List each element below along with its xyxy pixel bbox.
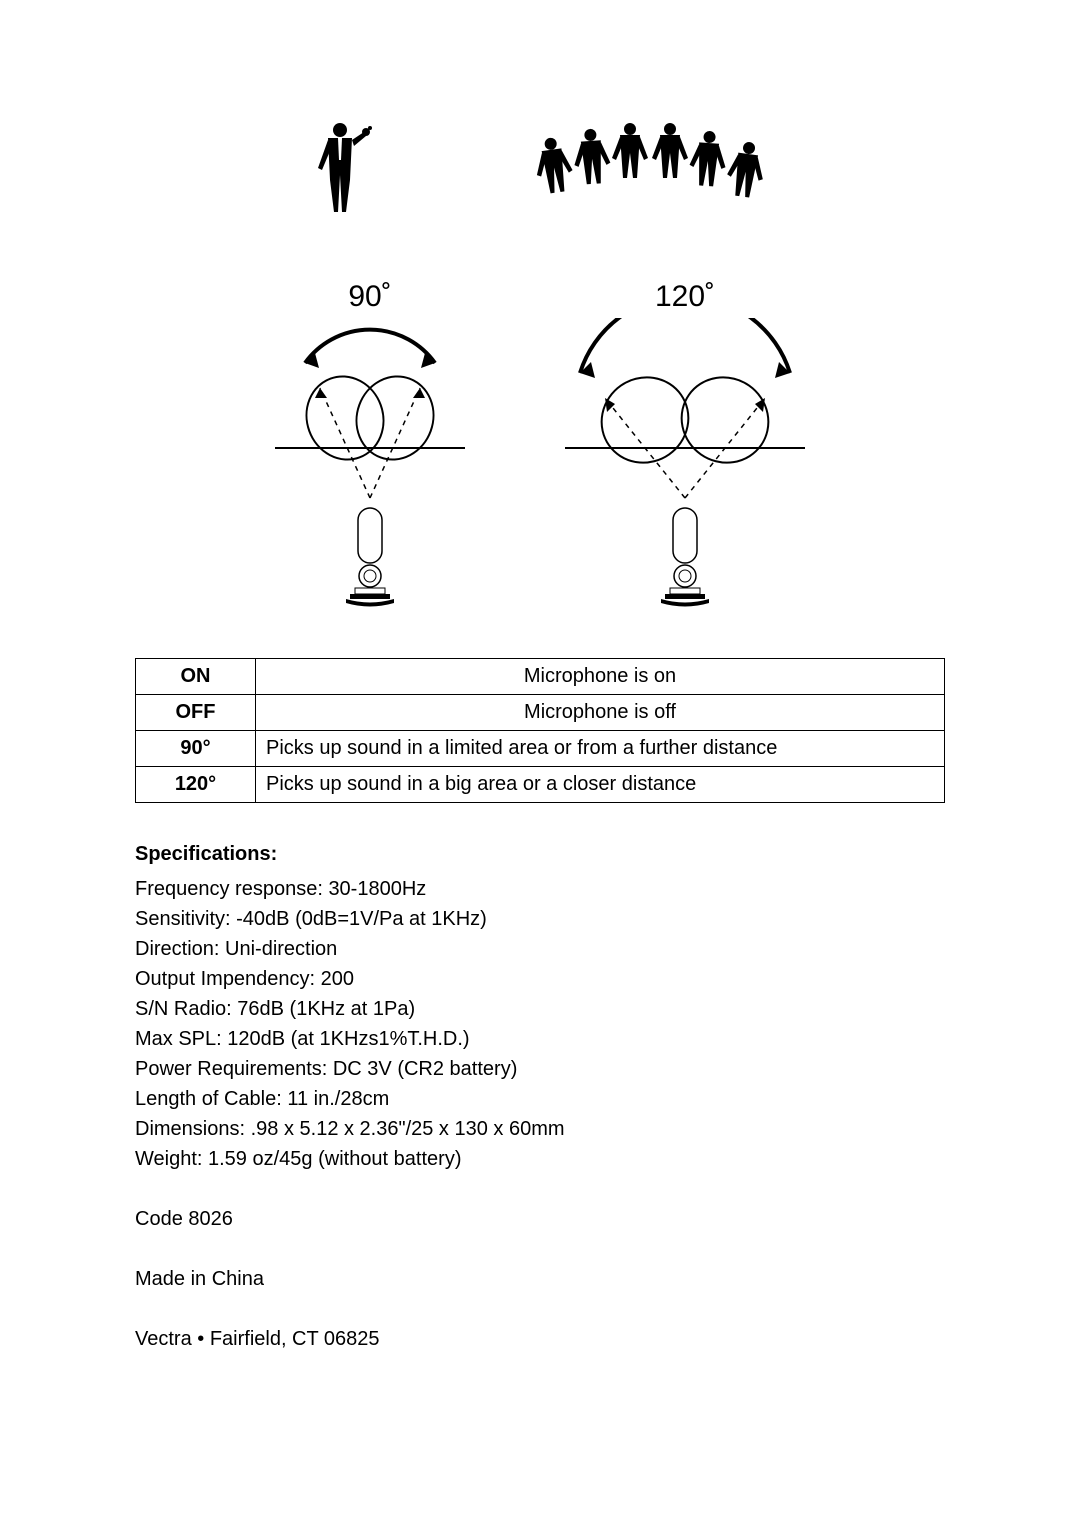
spec-line: Frequency response: 30-1800Hz bbox=[135, 874, 945, 904]
switch-desc: Picks up sound in a limited area or from… bbox=[256, 731, 945, 767]
table-row: ON Microphone is on bbox=[136, 659, 945, 695]
company-address: Vectra • Fairfield, CT 06825 bbox=[135, 1324, 945, 1354]
country-of-origin: Made in China bbox=[135, 1264, 945, 1294]
crowd-icon bbox=[530, 120, 770, 220]
spec-line: Weight: 1.59 oz/45g (without battery) bbox=[135, 1144, 945, 1174]
switch-desc: Picks up sound in a big area or a closer… bbox=[256, 767, 945, 803]
spec-line: Length of Cable: 11 in./28cm bbox=[135, 1084, 945, 1114]
diagrams-row: 90˚ bbox=[135, 280, 945, 618]
switch-label: ON bbox=[136, 659, 256, 695]
switch-label: 90° bbox=[136, 731, 256, 767]
spec-line: Sensitivity: -40dB (0dB=1V/Pa at 1KHz) bbox=[135, 904, 945, 934]
switch-label: 120° bbox=[136, 767, 256, 803]
spec-line: S/N Radio: 76dB (1KHz at 1Pa) bbox=[135, 994, 945, 1024]
product-code: Code 8026 bbox=[135, 1204, 945, 1234]
spec-line: Power Requirements: DC 3V (CR2 battery) bbox=[135, 1054, 945, 1084]
spec-line: Direction: Uni-direction bbox=[135, 934, 945, 964]
page: 90˚ bbox=[0, 0, 1080, 1414]
angle-label-90: 90˚ bbox=[348, 280, 391, 314]
switch-table: ON Microphone is on OFF Microphone is of… bbox=[135, 658, 945, 803]
pickup-pattern-120-icon bbox=[555, 318, 815, 618]
table-row: 120° Picks up sound in a big area or a c… bbox=[136, 767, 945, 803]
switch-desc: Microphone is on bbox=[256, 659, 945, 695]
spec-line: Dimensions: .98 x 5.12 x 2.36"/25 x 130 … bbox=[135, 1114, 945, 1144]
table-row: 90° Picks up sound in a limited area or … bbox=[136, 731, 945, 767]
spec-line: Max SPL: 120dB (at 1KHzs1%T.H.D.) bbox=[135, 1024, 945, 1054]
switch-desc: Microphone is off bbox=[256, 695, 945, 731]
icons-row bbox=[135, 120, 945, 220]
specs-heading: Specifications: bbox=[135, 843, 945, 866]
diagram-90: 90˚ bbox=[265, 280, 475, 618]
switch-label: OFF bbox=[136, 695, 256, 731]
diagram-120: 120˚ bbox=[555, 280, 815, 618]
table-row: OFF Microphone is off bbox=[136, 695, 945, 731]
businessman-icon bbox=[310, 120, 380, 220]
spec-line: Output Impendency: 200 bbox=[135, 964, 945, 994]
angle-label-120: 120˚ bbox=[655, 280, 715, 314]
pickup-pattern-90-icon bbox=[265, 318, 475, 618]
